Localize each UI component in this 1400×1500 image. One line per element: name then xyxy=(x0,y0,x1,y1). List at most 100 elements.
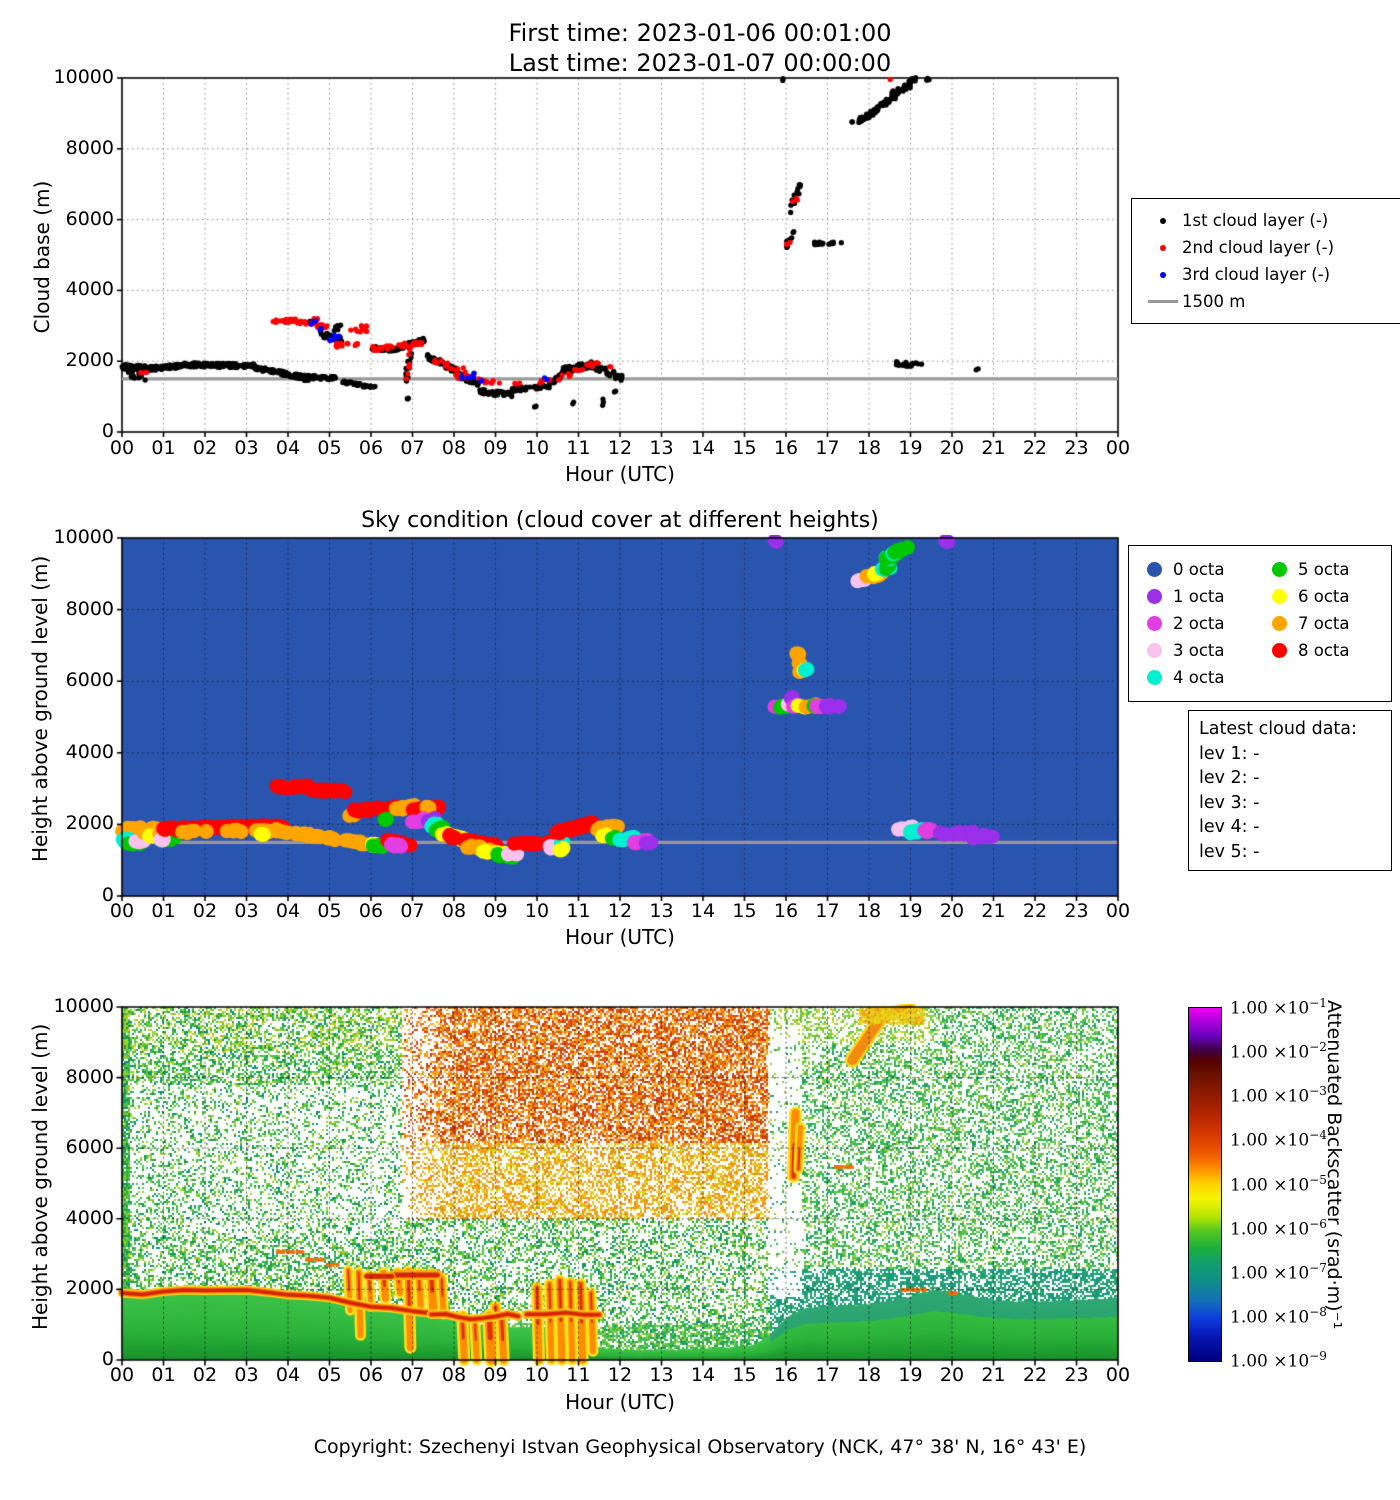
hour-tick-label: 02 xyxy=(192,900,218,922)
info-box-title: Latest cloud data: xyxy=(1199,719,1357,739)
height-tick-label: 2000 xyxy=(65,1277,114,1300)
height-tick-label: 2000 xyxy=(65,812,114,835)
octa-legend-item: 0 octa xyxy=(1135,556,1260,583)
hour-tick-label: 00 xyxy=(1105,1364,1131,1386)
hour-tick-label: 08 xyxy=(441,437,467,459)
hour-tick-label: 06 xyxy=(358,1364,384,1386)
hour-tick-label: 20 xyxy=(939,437,965,459)
latest-cloud-data-box: Latest cloud data: lev 1: - lev 2: - lev… xyxy=(1188,710,1392,871)
octa-legend-label: 0 octa xyxy=(1173,560,1225,579)
refline-legend-swatch xyxy=(1144,300,1182,303)
hour-tick-label: 04 xyxy=(275,437,301,459)
copyright-text: Copyright: Szechenyi Istvan Geophysical … xyxy=(313,1436,1087,1458)
legend-item-label: 3rd cloud layer (-) xyxy=(1182,265,1331,284)
hour-tick-label: 00 xyxy=(109,900,135,922)
octa-legend-label: 4 octa xyxy=(1173,668,1225,687)
hour-tick-label: 16 xyxy=(773,900,799,922)
hour-tick-label: 12 xyxy=(607,437,633,459)
figure-title-last-time: Last time: 2023-01-07 00:00:00 xyxy=(508,49,892,77)
cloud-layer-legend-item: 3rd cloud layer (-) xyxy=(1144,261,1396,288)
hour-tick-label: 00 xyxy=(1105,437,1131,459)
hour-tick-label: 01 xyxy=(151,437,176,459)
octa-dot-icon xyxy=(1135,643,1173,658)
hour-tick-label: 02 xyxy=(192,437,218,459)
figure-title-first-time: First time: 2023-01-06 00:01:00 xyxy=(508,19,892,47)
octa-legend-label: 5 octa xyxy=(1298,560,1350,579)
cloud-layer-dot-icon xyxy=(1144,271,1182,278)
hour-tick-label: 23 xyxy=(1064,1364,1089,1386)
hour-tick-label: 05 xyxy=(317,900,342,922)
hour-tick-label: 14 xyxy=(690,437,716,459)
octa-legend-item: 5 octa xyxy=(1260,556,1385,583)
colorbar-tick-label: 1.00 ×10−1 xyxy=(1230,996,1327,1019)
hour-tick-label: 17 xyxy=(815,900,840,922)
height-tick-label: 6000 xyxy=(65,1136,114,1159)
hour-tick-label: 01 xyxy=(151,1364,176,1386)
info-box-lev5: lev 5: - xyxy=(1199,841,1260,862)
hour-tick-label: 21 xyxy=(981,437,1006,459)
hour-tick-label: 12 xyxy=(607,900,633,922)
hour-tick-label: 16 xyxy=(773,1364,799,1386)
cloud-layer-legend-item: 2nd cloud layer (-) xyxy=(1144,234,1396,261)
hour-tick-label: 14 xyxy=(690,1364,716,1386)
colorbar-tick-label: 1.00 ×10−5 xyxy=(1230,1172,1327,1196)
hour-tick-label: 19 xyxy=(898,1364,923,1386)
hour-tick-label: 20 xyxy=(939,900,965,922)
colorbar-tick-label: 1.00 ×10−2 xyxy=(1230,1040,1327,1063)
sky-condition-plot-canvas xyxy=(112,535,1138,914)
cloud-layer-legend-item: 1500 m xyxy=(1144,288,1396,315)
octa-legend-label: 7 octa xyxy=(1298,614,1350,633)
hour-tick-label: 18 xyxy=(856,437,882,459)
hour-tick-label: 17 xyxy=(815,1364,840,1386)
hour-tick-label: 04 xyxy=(275,900,301,922)
colorbar-tick-label: 1.00 ×10−6 xyxy=(1230,1216,1327,1240)
octa-legend-label: 6 octa xyxy=(1298,587,1350,606)
hour-tick-label: 11 xyxy=(566,437,591,459)
octa-legend-item: 4 octa xyxy=(1135,664,1260,691)
hour-tick-label: 01 xyxy=(151,900,176,922)
colorbar-tick-label: 1.00 ×10−7 xyxy=(1230,1260,1327,1284)
height-tick-label: 6000 xyxy=(65,207,114,230)
hour-tick-label: 03 xyxy=(234,900,259,922)
hour-tick-label: 13 xyxy=(649,1364,674,1386)
octa-legend-item: 8 octa xyxy=(1260,637,1385,664)
hour-tick-label: 04 xyxy=(275,1364,301,1386)
colorbar-tick-label: 1.00 ×10−4 xyxy=(1230,1128,1327,1152)
colorbar-axis-label: Attenuated Backscatter (srad·m)⁻¹ xyxy=(1323,1000,1345,1330)
colorbar-tick-label: 1.00 ×10−8 xyxy=(1230,1304,1327,1328)
colorbar-tick-label: 1.00 ×10−9 xyxy=(1230,1349,1327,1372)
hour-tick-label: 18 xyxy=(856,1364,882,1386)
height-tick-label: 4000 xyxy=(65,740,114,763)
octa-dot-icon xyxy=(1260,589,1298,604)
info-box-lev1: lev 1: - xyxy=(1199,743,1260,764)
octa-dot-icon xyxy=(1135,589,1173,604)
hour-tick-label: 09 xyxy=(483,900,508,922)
octa-legend: 0 octa 1 octa 2 octa 3 octa 4 octa 5 octa 6 oc… xyxy=(1128,545,1392,702)
hour-tick-label: 10 xyxy=(524,1364,550,1386)
legend-item-label: 1500 m xyxy=(1182,292,1246,311)
hour-tick-label: 17 xyxy=(815,437,840,459)
hour-tick-label: 11 xyxy=(566,900,591,922)
hour-tick-label: 00 xyxy=(109,437,135,459)
height-tick-label: 4000 xyxy=(65,278,114,301)
hour-tick-label: 20 xyxy=(939,1364,965,1386)
hour-tick-label: 14 xyxy=(690,900,716,922)
octa-legend-label: 8 octa xyxy=(1298,641,1350,660)
backscatter-colorbar xyxy=(1188,1007,1222,1362)
octa-legend-label: 2 octa xyxy=(1173,614,1225,633)
hour-tick-label: 15 xyxy=(732,437,757,459)
cloud-base-plot-canvas xyxy=(112,75,1138,450)
info-box-lev3: lev 3: - xyxy=(1199,792,1260,813)
backscatter-heatmap-canvas xyxy=(112,1004,1138,1378)
hour-tick-label: 23 xyxy=(1064,900,1089,922)
hour-tick-label: 21 xyxy=(981,1364,1006,1386)
hour-tick-label: 00 xyxy=(1105,900,1131,922)
hour-tick-label: 21 xyxy=(981,900,1006,922)
hour-tick-label: 18 xyxy=(856,900,882,922)
height-tick-label: 8000 xyxy=(65,597,114,620)
hour-tick-label: 09 xyxy=(483,1364,508,1386)
octa-legend-item: 1 octa xyxy=(1135,583,1260,610)
legend-item-label: 1st cloud layer (-) xyxy=(1182,211,1329,230)
height-tick-label: 6000 xyxy=(65,669,114,692)
